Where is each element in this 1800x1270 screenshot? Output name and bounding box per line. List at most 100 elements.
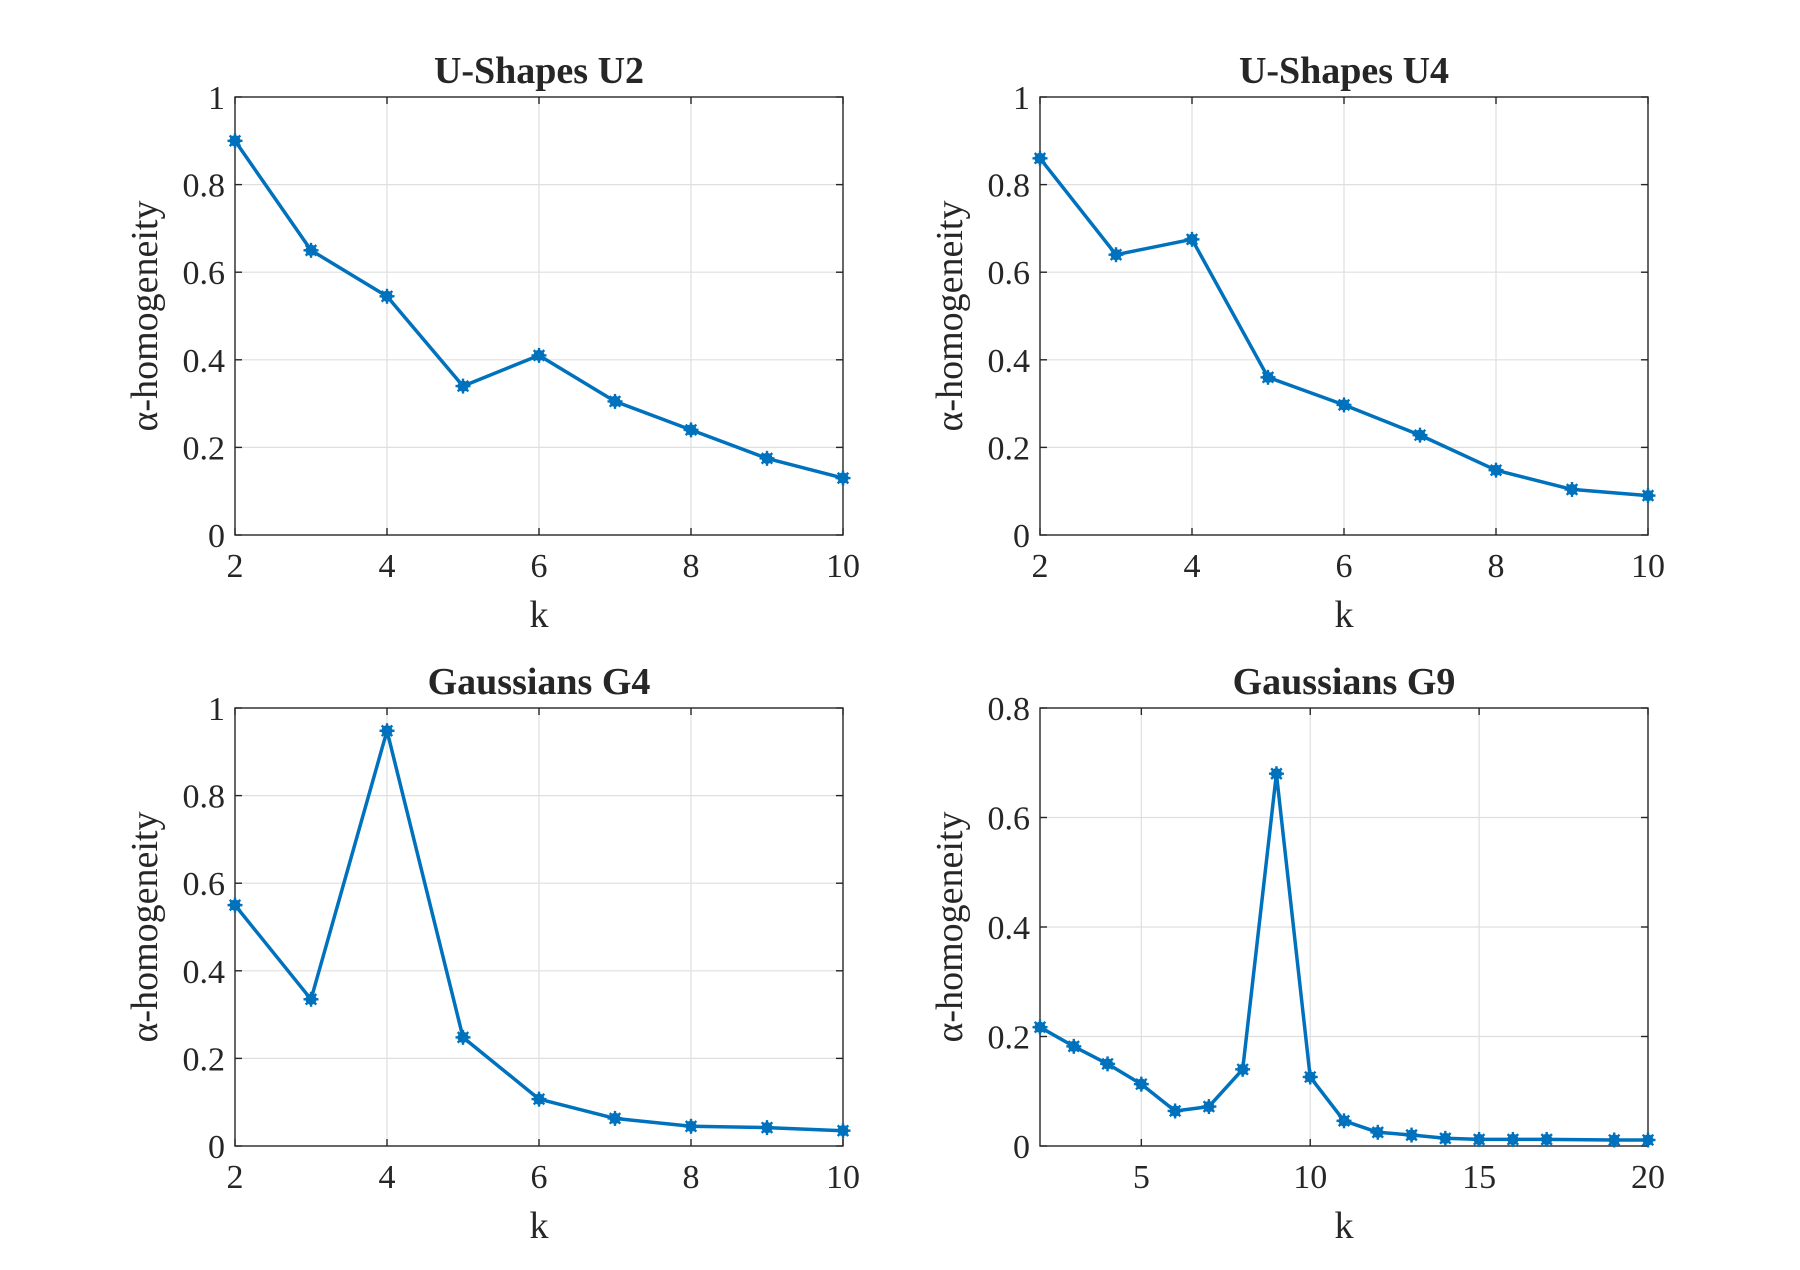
x-tick-label: 6 <box>531 1159 548 1196</box>
x-tick-label: 4 <box>379 1159 396 1196</box>
y-tick-label: 0.4 <box>183 954 226 991</box>
data-point <box>1260 369 1276 385</box>
x-tick-label: 5 <box>1133 1159 1150 1196</box>
x-tick-label: 2 <box>1032 548 1049 585</box>
x-tick-label: 10 <box>826 548 860 585</box>
data-point <box>835 1123 851 1139</box>
x-tick-label: 4 <box>379 548 396 585</box>
y-tick-label: 0 <box>1013 518 1030 555</box>
data-point <box>1302 1069 1318 1085</box>
y-axis-label: α-homogeneity <box>124 201 166 432</box>
data-point <box>1404 1127 1420 1143</box>
x-axis-label: k <box>1335 594 1354 636</box>
data-point <box>1235 1061 1251 1077</box>
data-point <box>1606 1132 1622 1148</box>
x-tick-label: 6 <box>531 548 548 585</box>
x-tick-label: 8 <box>683 548 700 585</box>
data-point <box>1370 1124 1386 1140</box>
data-point <box>1133 1076 1149 1092</box>
y-tick-label: 0.8 <box>183 779 226 816</box>
data-point <box>683 1118 699 1134</box>
data-point <box>227 897 243 913</box>
data-point <box>227 133 243 149</box>
x-tick-label: 2 <box>227 1159 244 1196</box>
data-point <box>1336 1113 1352 1129</box>
x-tick-label: 10 <box>1631 548 1665 585</box>
data-point <box>1539 1131 1555 1147</box>
data-point <box>1336 397 1352 413</box>
x-tick-label: 15 <box>1462 1159 1496 1196</box>
data-point <box>1066 1038 1082 1054</box>
data-point <box>683 422 699 438</box>
chart-title: U-Shapes U2 <box>434 50 644 92</box>
data-point <box>1201 1099 1217 1115</box>
x-tick-label: 8 <box>683 1159 700 1196</box>
subplot-1: 2 4 6 8 10 0 0.2 0.4 0.6 0.8 1 U-Shapes U2 k α-homoge… <box>124 50 860 636</box>
y-tick-label: 0.2 <box>988 1020 1031 1057</box>
data-point <box>1167 1103 1183 1119</box>
data-point <box>607 393 623 409</box>
x-tick-label: 8 <box>1488 548 1505 585</box>
y-tick-label: 0.8 <box>988 691 1031 728</box>
subplot-3: 2 4 6 8 10 0 0.2 0.4 0.6 0.8 1 Gaussians G4 k α-homog… <box>124 661 860 1247</box>
x-axis-label: k <box>1335 1205 1354 1247</box>
subplot-2: 2 4 6 8 10 0 0.2 0.4 0.6 0.8 1 U-Shapes U4 k α-homoge… <box>929 50 1665 636</box>
y-axis-label: α-homogeneity <box>929 812 971 1043</box>
y-tick-label: 1 <box>208 691 225 728</box>
data-point <box>1640 1132 1656 1148</box>
y-tick-label: 0.4 <box>988 910 1031 947</box>
y-tick-label: 0.2 <box>988 430 1031 467</box>
y-tick-label: 0 <box>1013 1129 1030 1166</box>
data-point <box>835 470 851 486</box>
y-tick-label: 0.2 <box>183 430 226 467</box>
data-point <box>759 1120 775 1136</box>
data-point <box>1032 150 1048 166</box>
x-tick-label: 20 <box>1631 1159 1665 1196</box>
data-point <box>455 378 471 394</box>
chart-title: Gaussians G9 <box>1233 661 1456 703</box>
y-tick-label: 0.6 <box>988 801 1031 838</box>
chart-title: Gaussians G4 <box>428 661 651 703</box>
data-point <box>1564 481 1580 497</box>
y-tick-label: 1 <box>1013 80 1030 117</box>
y-tick-label: 1 <box>208 80 225 117</box>
data-point <box>1108 247 1124 263</box>
data-point <box>1100 1056 1116 1072</box>
data-point <box>607 1110 623 1126</box>
y-tick-label: 0.6 <box>988 255 1031 292</box>
data-point <box>531 1091 547 1107</box>
data-point <box>1471 1131 1487 1147</box>
data-point <box>1505 1131 1521 1147</box>
data-point <box>455 1029 471 1045</box>
data-point <box>303 242 319 258</box>
data-point <box>379 723 395 739</box>
x-axis-label: k <box>530 594 549 636</box>
data-point <box>1268 766 1284 782</box>
x-axis-label: k <box>530 1205 549 1247</box>
data-point <box>759 450 775 466</box>
data-point <box>303 991 319 1007</box>
chart-title: U-Shapes U4 <box>1239 50 1449 92</box>
x-tick-label: 10 <box>826 1159 860 1196</box>
y-axis-label: α-homogeneity <box>929 201 971 432</box>
y-tick-label: 0.6 <box>183 866 226 903</box>
y-tick-label: 0.8 <box>988 168 1031 205</box>
data-point <box>531 347 547 363</box>
y-tick-label: 0.4 <box>988 343 1031 380</box>
subplot-4: 5 10 15 20 0 0.2 0.4 0.6 0.8 Gaussians G9 k α-homog… <box>929 661 1665 1247</box>
y-tick-label: 0.2 <box>183 1041 226 1078</box>
data-point <box>1412 427 1428 443</box>
x-tick-label: 2 <box>227 548 244 585</box>
y-tick-label: 0 <box>208 518 225 555</box>
y-axis-label: α-homogeneity <box>124 812 166 1043</box>
data-point <box>1488 462 1504 478</box>
y-tick-label: 0.8 <box>183 168 226 205</box>
y-tick-label: 0.4 <box>183 343 226 380</box>
x-tick-label: 10 <box>1293 1159 1327 1196</box>
x-tick-label: 4 <box>1184 548 1201 585</box>
data-point <box>1437 1130 1453 1146</box>
data-point <box>1184 231 1200 247</box>
x-tick-label: 6 <box>1336 548 1353 585</box>
data-point <box>1032 1019 1048 1035</box>
